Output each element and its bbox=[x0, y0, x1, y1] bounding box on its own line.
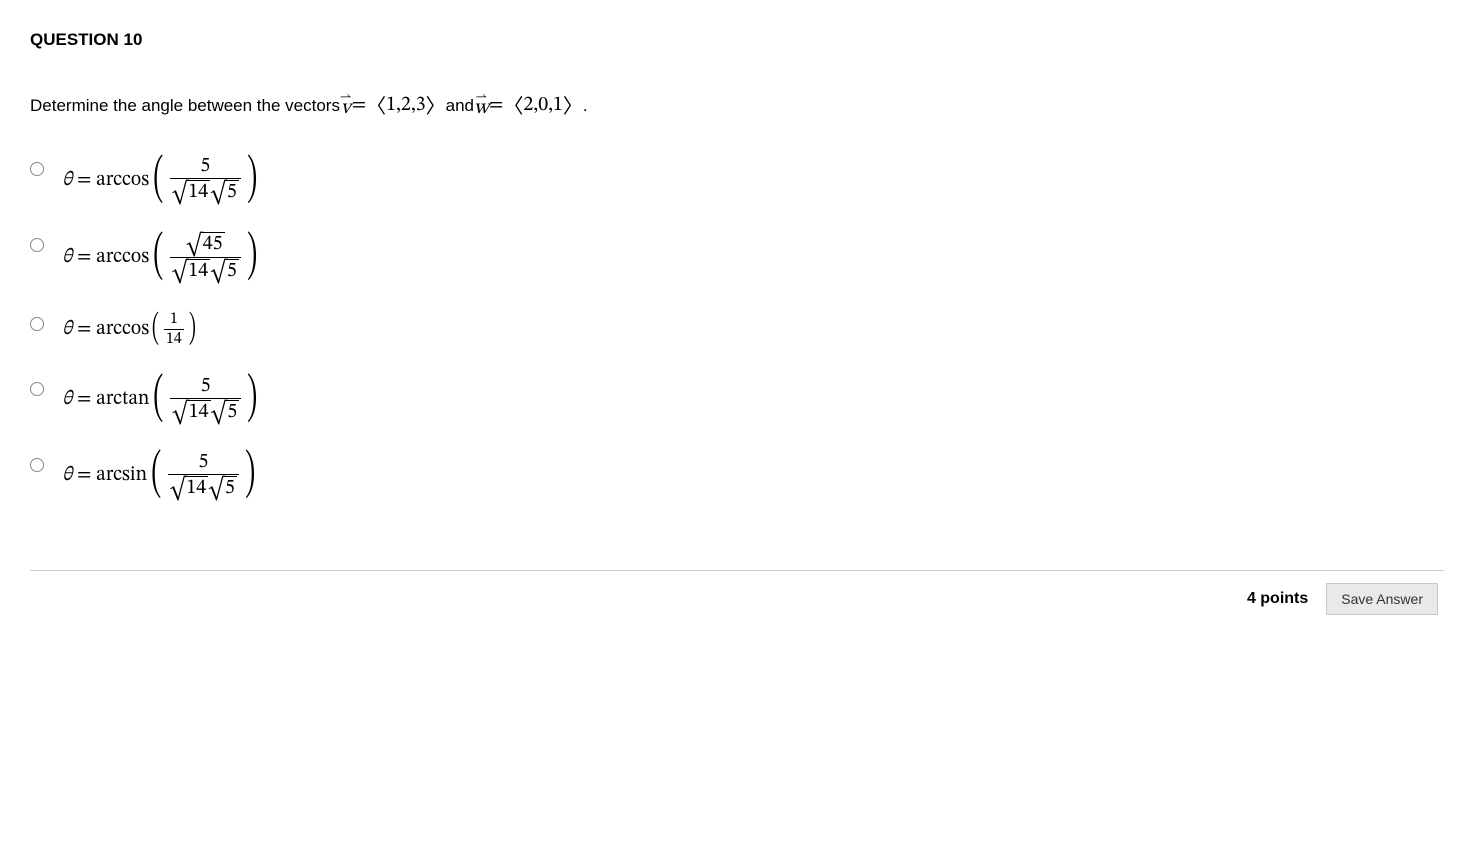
sqrt: √14 bbox=[172, 259, 211, 282]
langle: 〈 bbox=[503, 90, 523, 121]
numerator: 5 bbox=[196, 452, 210, 474]
vector-v: ⇀ v bbox=[340, 93, 352, 118]
numerator: 1 bbox=[168, 311, 180, 329]
vector-arrow-icon: ⇀ bbox=[340, 95, 352, 100]
question-footer: 4 points Save Answer bbox=[30, 583, 1444, 615]
theta: θ bbox=[62, 387, 72, 412]
prompt-text-pre: Determine the angle between the vectors bbox=[30, 96, 340, 116]
paren-right: ) bbox=[247, 234, 257, 281]
paren-left: ( bbox=[153, 157, 163, 204]
denominator: √14√5 bbox=[170, 398, 241, 424]
numerator: √45 bbox=[184, 232, 227, 257]
option-expression: θ = arccos ( 1 14 ) bbox=[62, 311, 199, 348]
vector-w-expression: ⇀ w = 〈 2,0,1 〉 bbox=[474, 90, 583, 121]
save-answer-button[interactable]: Save Answer bbox=[1326, 583, 1438, 615]
paren-left: ( bbox=[154, 376, 164, 423]
v-components: 1,2,3 bbox=[386, 93, 426, 118]
fraction: 5 √14√5 bbox=[168, 452, 239, 500]
rangle: 〉 bbox=[563, 90, 583, 121]
prompt-period: . bbox=[583, 96, 588, 116]
fraction: 5 √14√5 bbox=[170, 376, 241, 424]
sqrt: √14 bbox=[170, 476, 209, 499]
radio-button[interactable] bbox=[30, 317, 44, 331]
sqrt: √5 bbox=[208, 476, 237, 499]
option-expression: θ = arctan ( 5 √14√5 ) bbox=[62, 376, 262, 424]
vector-w: ⇀ w bbox=[474, 93, 489, 118]
denominator: √14√5 bbox=[168, 474, 239, 500]
equals: = bbox=[72, 317, 96, 342]
fraction: √45 √14√5 bbox=[170, 232, 241, 283]
denominator: √14√5 bbox=[170, 178, 241, 204]
denominator: √14√5 bbox=[170, 257, 241, 283]
equals: = bbox=[72, 387, 96, 412]
radio-button[interactable] bbox=[30, 238, 44, 252]
sqrt: √14 bbox=[172, 400, 211, 423]
paren-right: ) bbox=[189, 313, 196, 345]
answer-options: θ = arccos ( 5 √14√5 ) θ = arccos ( √45 bbox=[30, 156, 1444, 500]
paren-left: ( bbox=[151, 452, 161, 499]
vector-arrow-icon: ⇀ bbox=[476, 95, 488, 100]
answer-option[interactable]: θ = arccos ( √45 √14√5 ) bbox=[30, 232, 1444, 283]
equals: = bbox=[72, 463, 96, 488]
prompt-text-mid: and bbox=[446, 96, 474, 116]
question-header: QUESTION 10 bbox=[30, 30, 1444, 50]
sqrt: √14 bbox=[172, 180, 211, 203]
answer-option[interactable]: θ = arccos ( 5 √14√5 ) bbox=[30, 156, 1444, 204]
option-expression: θ = arccos ( 5 √14√5 ) bbox=[62, 156, 261, 204]
paren-right: ) bbox=[247, 376, 257, 423]
fraction: 5 √14√5 bbox=[170, 156, 241, 204]
sqrt: √5 bbox=[210, 259, 239, 282]
function-name: arccos bbox=[96, 245, 149, 270]
radio-button[interactable] bbox=[30, 458, 44, 472]
sqrt: √45 bbox=[186, 232, 225, 255]
paren-left: ( bbox=[152, 313, 159, 345]
paren-right: ) bbox=[245, 452, 255, 499]
option-expression: θ = arccos ( √45 √14√5 ) bbox=[62, 232, 261, 283]
radio-button[interactable] bbox=[30, 382, 44, 396]
theta: θ bbox=[62, 317, 72, 342]
numerator: 5 bbox=[198, 156, 212, 178]
w-components: 2,0,1 bbox=[523, 93, 563, 118]
equals: = bbox=[72, 245, 96, 270]
denominator: 14 bbox=[164, 329, 184, 348]
option-expression: θ = arcsin ( 5 √14√5 ) bbox=[62, 452, 259, 500]
vector-v-expression: ⇀ v = 〈 1,2,3 〉 bbox=[340, 90, 446, 121]
langle: 〈 bbox=[366, 90, 386, 121]
function-name: arctan bbox=[96, 387, 149, 412]
points-label: 4 points bbox=[1247, 590, 1308, 608]
answer-option[interactable]: θ = arctan ( 5 √14√5 ) bbox=[30, 376, 1444, 424]
numerator: 5 bbox=[199, 376, 213, 398]
equals-sign: = bbox=[352, 93, 366, 118]
equals-sign: = bbox=[489, 93, 503, 118]
theta: θ bbox=[62, 168, 72, 193]
paren-left: ( bbox=[153, 234, 163, 281]
function-name: arccos bbox=[96, 317, 149, 342]
function-name: arccos bbox=[96, 168, 149, 193]
theta: θ bbox=[62, 245, 72, 270]
answer-option[interactable]: θ = arccos ( 1 14 ) bbox=[30, 311, 1444, 348]
question-prompt: Determine the angle between the vectors … bbox=[30, 90, 1444, 121]
sqrt: √5 bbox=[211, 400, 240, 423]
sqrt: √5 bbox=[210, 180, 239, 203]
paren-right: ) bbox=[247, 157, 257, 204]
theta: θ bbox=[62, 463, 72, 488]
rangle: 〉 bbox=[426, 90, 446, 121]
equals: = bbox=[72, 168, 96, 193]
fraction: 1 14 bbox=[164, 311, 184, 348]
section-divider bbox=[30, 570, 1444, 571]
function-name: arcsin bbox=[96, 463, 147, 488]
answer-option[interactable]: θ = arcsin ( 5 √14√5 ) bbox=[30, 452, 1444, 500]
radio-button[interactable] bbox=[30, 162, 44, 176]
